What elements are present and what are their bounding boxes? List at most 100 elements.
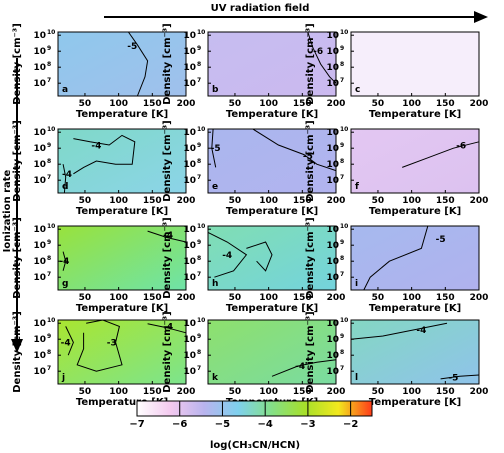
- y-tick-exponent: 9: [340, 142, 344, 149]
- y-tick-label: 10: [326, 257, 339, 267]
- contour-label: -4: [62, 170, 72, 180]
- x-tick-label: 200: [327, 196, 346, 206]
- panel-frame: [350, 225, 480, 291]
- x-tick-label: 100: [259, 293, 278, 303]
- y-tick-label: 10: [183, 79, 196, 89]
- panel-fill: [351, 129, 479, 193]
- x-tick-label: 50: [372, 387, 385, 397]
- y-tick-label: 10: [326, 160, 339, 170]
- y-tick-exponent: 9: [340, 333, 344, 340]
- uv-label: UV radiation field: [211, 3, 310, 14]
- contour-label: -6: [456, 142, 466, 152]
- panel-frame: [350, 31, 480, 97]
- x-tick-label: 200: [177, 196, 196, 206]
- x-tick-label: 150: [293, 293, 312, 303]
- y-tick-exponent: 7: [340, 174, 344, 181]
- x-axis-label: Temperature [K]: [76, 109, 168, 120]
- y-axis-label: Density [cm⁻³]: [12, 120, 23, 202]
- panel-fill: [208, 129, 336, 193]
- y-axis-label: Density [cm⁻³]: [305, 217, 316, 299]
- contour-label: -5: [448, 374, 458, 384]
- y-tick-label: 10: [326, 47, 339, 57]
- y-tick-exponent: 8: [47, 158, 51, 165]
- panel-fill: [351, 320, 479, 384]
- y-tick-exponent: 7: [197, 271, 201, 278]
- y-tick-exponent: 8: [340, 349, 344, 356]
- contour-label: -4: [163, 322, 173, 332]
- panel-frame: [57, 128, 187, 194]
- x-tick-label: 50: [229, 196, 242, 206]
- x-tick-label: 200: [177, 387, 196, 397]
- y-tick-exponent: 10: [197, 29, 205, 36]
- x-tick-label: 100: [109, 99, 128, 109]
- y-tick-exponent: 9: [47, 142, 51, 149]
- panel-frame: [57, 31, 187, 97]
- contour-line: [246, 241, 273, 272]
- colorbar-tick-label: −2: [343, 419, 358, 430]
- colorbar-tick-label: −4: [258, 419, 273, 430]
- x-axis-label: Temperature [K]: [369, 109, 461, 120]
- y-tick-label: 10: [326, 351, 339, 361]
- y-tick-exponent: 7: [197, 77, 201, 84]
- y-tick-exponent: 10: [340, 29, 348, 36]
- contour-line: [211, 128, 217, 168]
- contour-line: [76, 319, 123, 372]
- x-tick-label: 200: [470, 293, 489, 303]
- y-tick-exponent: 7: [47, 77, 51, 84]
- contour-line: [350, 322, 448, 340]
- x-axis-label: Temperature [K]: [226, 109, 318, 120]
- x-tick-label: 50: [372, 293, 385, 303]
- x-tick-label: 200: [177, 293, 196, 303]
- contour-line: [402, 141, 480, 168]
- x-axis-label: Temperature [K]: [226, 303, 318, 314]
- panel-letter: i: [355, 279, 358, 289]
- panel-fill: [208, 320, 336, 384]
- y-tick-exponent: 8: [47, 61, 51, 68]
- y-tick-exponent: 9: [197, 239, 201, 246]
- y-tick-exponent: 8: [197, 158, 201, 165]
- x-axis-label: Temperature [K]: [226, 206, 318, 217]
- y-tick-exponent: 8: [340, 61, 344, 68]
- x-tick-label: 150: [143, 387, 162, 397]
- y-tick-exponent: 10: [197, 223, 205, 230]
- y-tick-label: 10: [33, 160, 46, 170]
- y-tick-label: 10: [33, 225, 46, 235]
- panel-fill: [208, 226, 336, 290]
- panel-letter: g: [62, 279, 68, 289]
- y-tick-exponent: 8: [197, 61, 201, 68]
- y-tick-exponent: 9: [197, 333, 201, 340]
- x-tick-label: 100: [402, 387, 421, 397]
- y-tick-exponent: 7: [47, 271, 51, 278]
- y-tick-exponent: 10: [340, 317, 348, 324]
- x-tick-label: 100: [259, 196, 278, 206]
- x-tick-label: 100: [402, 196, 421, 206]
- panel-frame: [207, 319, 337, 385]
- y-axis-label: Density [cm⁻³]: [12, 217, 23, 299]
- y-axis-label: Density [cm⁻³]: [305, 311, 316, 393]
- contour-label: -4: [91, 142, 101, 152]
- y-tick-exponent: 10: [197, 317, 205, 324]
- x-tick-label: 200: [327, 293, 346, 303]
- y-tick-exponent: 7: [340, 271, 344, 278]
- contour-line: [62, 164, 67, 194]
- x-tick-label: 150: [143, 99, 162, 109]
- y-tick-exponent: 8: [340, 255, 344, 262]
- y-tick-exponent: 8: [197, 349, 201, 356]
- y-tick-exponent: 7: [197, 365, 201, 372]
- y-tick-label: 10: [326, 63, 339, 73]
- y-tick-exponent: 7: [340, 365, 344, 372]
- y-tick-label: 10: [33, 319, 46, 329]
- y-tick-label: 10: [183, 351, 196, 361]
- panel-letter: a: [62, 85, 68, 95]
- y-tick-label: 10: [183, 31, 196, 41]
- y-tick-label: 10: [183, 128, 196, 138]
- panel-letter: e: [212, 182, 218, 192]
- x-tick-label: 50: [229, 387, 242, 397]
- y-axis-label: Density [cm⁻³]: [305, 23, 316, 105]
- y-tick-label: 10: [33, 63, 46, 73]
- x-axis-label: Temperature [K]: [369, 303, 461, 314]
